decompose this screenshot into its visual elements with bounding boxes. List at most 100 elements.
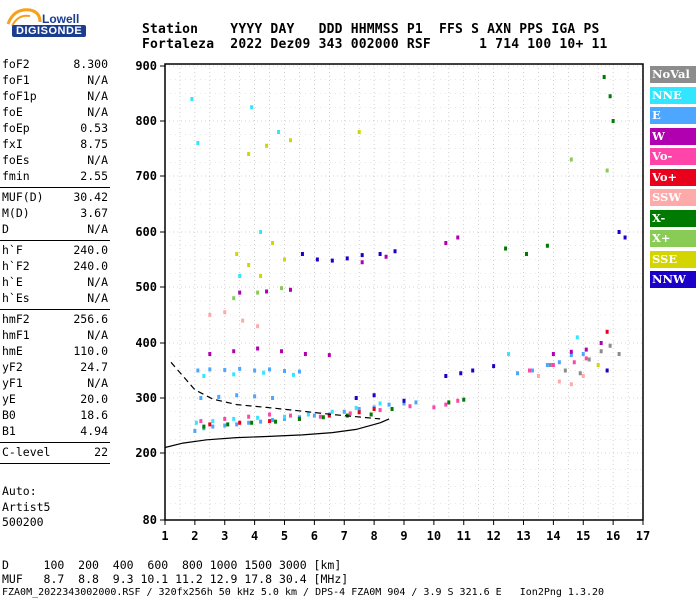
echo-point-vo- [327, 413, 331, 418]
param-value: N/A [87, 328, 108, 342]
param-row: MUF(D) 30.42 [2, 190, 108, 206]
autoscaler-version: 500200 [2, 515, 44, 529]
echo-point-ssw [223, 310, 227, 315]
echo-point-e [223, 367, 227, 372]
y-tick-label: 800 [135, 114, 157, 128]
x-tick-label: 17 [636, 529, 650, 543]
echo-point-vo- [318, 414, 322, 419]
echo-point-ssw [208, 313, 212, 317]
param-name: B1 [2, 424, 16, 438]
echo-point-sse [265, 143, 269, 148]
echo-point-x- [226, 422, 230, 427]
param-value: 3.67 [80, 206, 108, 220]
param-row: foF1p N/A [2, 89, 108, 105]
x-tick-label: 2 [191, 529, 198, 543]
param-row: yF1 N/A [2, 376, 108, 392]
echo-point-noval [563, 368, 567, 373]
echo-point-sse [357, 130, 361, 134]
echo-point-w [444, 241, 448, 245]
param-row: fmin 2.55 [2, 169, 108, 185]
digisonde-logo-swirl [6, 8, 42, 27]
y-tick-label: 700 [135, 169, 157, 183]
param-separator [0, 309, 110, 310]
echo-point-nnw [605, 368, 609, 373]
echo-point-nne [196, 141, 200, 145]
param-name: h`E [2, 275, 23, 289]
echo-point-w [599, 341, 603, 345]
echo-point-x- [504, 246, 508, 251]
param-name: h`F2 [2, 259, 30, 273]
echo-point-ssw [536, 374, 540, 378]
echo-point-x- [280, 286, 284, 291]
param-value: N/A [87, 376, 108, 390]
param-name: foEp [2, 121, 30, 135]
param-value: 0.53 [80, 121, 108, 135]
echo-point-noval [599, 349, 603, 354]
echo-point-nne [378, 401, 382, 406]
y-tick-label: 600 [135, 225, 157, 239]
param-row: D N/A [2, 222, 108, 238]
param-value: 256.6 [73, 312, 108, 326]
param-name: foE [2, 105, 23, 119]
echo-point-w [360, 260, 364, 265]
param-name: foEs [2, 153, 30, 167]
param-value: N/A [87, 73, 108, 87]
x-tick-label: 6 [311, 529, 318, 543]
param-row: h`Es N/A [2, 291, 108, 307]
echo-point-nne [306, 412, 310, 417]
echo-point-nne [232, 372, 236, 377]
echo-point-nne [256, 415, 260, 420]
echo-point-w [456, 235, 460, 240]
echo-point-nnw [315, 257, 319, 262]
param-value: N/A [87, 291, 108, 305]
echo-point-nnw [345, 256, 349, 261]
param-row: hmF1 N/A [2, 328, 108, 344]
header-row-labels: Station YYYY DAY DDD HHMMSS P1 FFS S AXN… [142, 22, 600, 37]
echo-point-vo- [223, 416, 227, 421]
param-name: yF1 [2, 376, 23, 390]
echo-point-x- [369, 412, 373, 417]
param-name: C-level [2, 445, 51, 459]
echo-point-sse [288, 138, 292, 143]
echo-point-e [199, 396, 203, 400]
param-value: 20.0 [80, 392, 108, 406]
echo-point-nnw [617, 230, 621, 234]
echo-point-x- [256, 290, 260, 295]
echo-point-sse [283, 257, 286, 262]
echo-point-nne [194, 420, 198, 425]
echo-point-e [530, 368, 534, 373]
echo-point-w [288, 287, 292, 292]
echo-point-sse [596, 363, 600, 367]
param-separator [0, 240, 110, 241]
echo-point-x- [545, 243, 549, 248]
echo-point-vo- [408, 404, 412, 409]
echo-point-w [584, 347, 588, 352]
echo-point-ssw [557, 379, 561, 384]
echo-point-e [557, 360, 561, 365]
echo-point-nne [250, 105, 254, 110]
param-value: N/A [87, 275, 108, 289]
echo-point-vo- [268, 412, 272, 417]
echo-points-layer [190, 75, 627, 433]
x-tick-label: 9 [400, 529, 407, 543]
echo-point-e [569, 353, 573, 358]
echo-point-x- [608, 94, 612, 99]
echo-point-nne [354, 405, 358, 410]
echo-point-nnw [300, 252, 304, 256]
echo-point-vo- [584, 356, 588, 361]
echo-point-e [402, 401, 406, 406]
echo-point-x- [274, 419, 278, 424]
echo-point-x- [297, 416, 301, 421]
legend-item-x-: X+ [650, 230, 696, 247]
echo-point-x- [524, 252, 528, 256]
param-separator [0, 442, 110, 443]
echo-point-sse [259, 274, 263, 278]
echo-point-e [253, 368, 257, 373]
legend-item-w: W [650, 127, 696, 145]
echo-point-e [223, 423, 227, 428]
footer-file-info: FZA0M_2022343002000.RSF / 320fx256h 50 k… [2, 587, 605, 598]
trace-upper [170, 361, 381, 420]
echo-point-w [303, 352, 307, 356]
echo-point-x- [605, 168, 609, 173]
